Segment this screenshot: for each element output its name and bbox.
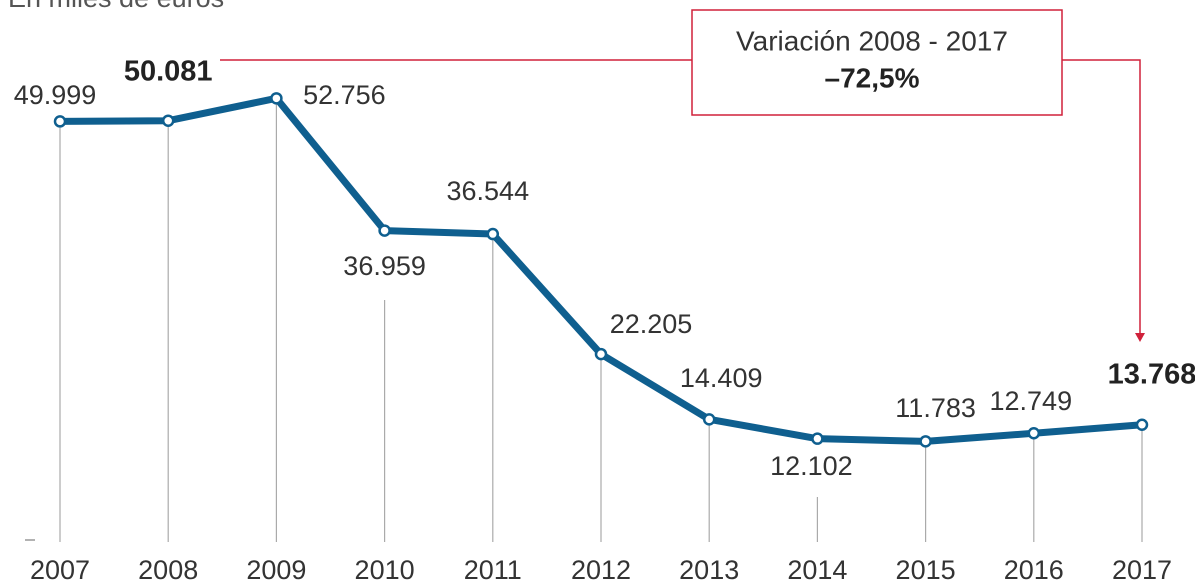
data-label: 13.768 [1108,359,1195,391]
x-tick-label: 2011 [464,555,522,585]
point [811,432,824,445]
x-tick-label: 2008 [138,555,198,585]
annotation-arrow [1135,333,1145,342]
point [1135,418,1149,431]
data-label: 14.409 [680,363,763,393]
data-label: 22.205 [610,309,693,339]
point [161,114,175,127]
x-tick-label: 2009 [246,555,306,585]
x-tick-label: 2013 [679,555,739,585]
point [270,92,283,105]
annotation-box [691,9,1063,116]
x-tick-label: 2010 [355,555,415,585]
point [486,227,500,241]
data-label: 36.544 [447,176,530,206]
data-label: 36.959 [343,251,426,281]
point [919,435,932,448]
x-tick-label: 2007 [30,555,90,585]
point [702,413,716,426]
point [53,115,67,128]
chart-subtitle: En miles de euros [8,0,224,13]
data-label: 49.999 [14,80,97,110]
data-label: 12.102 [770,451,853,481]
annotation-text: –72,5% [825,62,920,93]
x-tick-label: 2017 [1112,555,1172,585]
point [378,224,391,237]
data-label: 52.756 [303,80,386,110]
annotation-title: Variación 2008 - 2017 [736,25,1008,56]
data-label: 50.081 [124,56,213,88]
annotation-connector [1062,59,1141,335]
data-label: 12.749 [990,386,1073,416]
point [594,347,608,361]
x-tick-label: 2016 [1004,555,1064,585]
point [1027,427,1041,440]
x-tick-label: 2015 [896,555,956,585]
data-label: 11.783 [895,393,976,423]
x-tick-label: 2012 [571,555,631,585]
x-tick-label: 2014 [787,555,847,585]
